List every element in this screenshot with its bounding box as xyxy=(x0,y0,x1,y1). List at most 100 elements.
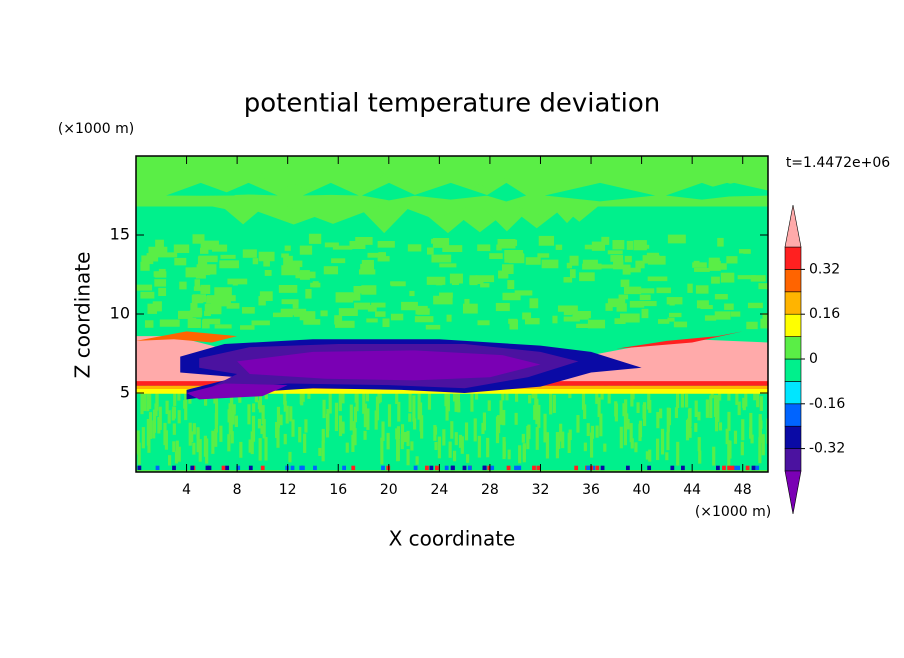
contour-region xyxy=(656,287,671,294)
contour-region xyxy=(188,422,192,446)
contour-region xyxy=(276,426,280,448)
contour-region xyxy=(302,182,359,196)
contour-region xyxy=(391,281,406,287)
contour-region xyxy=(656,438,660,461)
contour-region xyxy=(335,292,354,303)
contour-region xyxy=(738,249,751,254)
colorbar-arrow xyxy=(784,470,802,515)
contour-region xyxy=(536,465,541,471)
colorbar-box xyxy=(784,336,802,360)
x-tick-label: 32 xyxy=(532,482,550,498)
contour-region xyxy=(366,408,370,430)
contour-region xyxy=(141,427,145,449)
contour-region xyxy=(727,465,732,471)
contour-region xyxy=(240,325,255,330)
contour-region xyxy=(412,182,489,200)
colorbar-box xyxy=(784,313,802,337)
contour-region xyxy=(549,387,553,415)
contour-region xyxy=(354,302,371,310)
contour-region xyxy=(624,255,632,263)
contour-region xyxy=(320,310,328,317)
contour-region xyxy=(626,418,630,430)
contour-region xyxy=(171,409,175,421)
contour-region xyxy=(367,252,381,258)
contour-region xyxy=(616,331,743,349)
contour-region xyxy=(694,400,698,418)
contour-region xyxy=(258,438,262,461)
contour-region xyxy=(557,437,561,449)
contour-region xyxy=(481,175,533,232)
contour-region xyxy=(363,403,367,428)
colorbar-box xyxy=(784,358,802,382)
contour-region xyxy=(537,253,550,258)
contour-region xyxy=(272,312,293,318)
colorbar-box xyxy=(784,425,802,449)
contour-region xyxy=(172,465,176,471)
contour-region xyxy=(286,183,380,224)
contour-region xyxy=(258,251,275,262)
contour-region xyxy=(601,236,610,245)
contour-region xyxy=(136,331,238,343)
contour-region xyxy=(673,321,688,328)
contour-region xyxy=(390,313,404,321)
contour-region xyxy=(252,403,256,413)
contour-region xyxy=(507,280,515,290)
contour-region xyxy=(705,399,709,418)
contour-region xyxy=(352,421,356,443)
contour-region xyxy=(234,415,238,428)
contour-region xyxy=(626,240,634,250)
contour-region xyxy=(737,275,756,280)
contour-region xyxy=(429,465,434,471)
contour-region xyxy=(214,429,218,447)
contour-region xyxy=(466,454,470,463)
contour-region xyxy=(756,392,760,408)
contour-region xyxy=(668,312,682,318)
contour-region xyxy=(527,424,531,440)
contour-region xyxy=(457,402,461,413)
contour-region xyxy=(313,465,317,471)
x-tick-label: 4 xyxy=(182,482,191,498)
contour-region xyxy=(281,265,300,276)
contour-region xyxy=(716,465,720,471)
contour-region xyxy=(211,430,215,454)
contour-region xyxy=(462,465,467,471)
contour-region xyxy=(477,244,491,252)
contour-region xyxy=(583,404,587,419)
contour-region xyxy=(408,387,412,413)
contour-region xyxy=(219,182,278,196)
x-unit: (×1000 m) xyxy=(695,504,771,520)
contour-region xyxy=(489,253,503,259)
contour-region xyxy=(759,396,763,411)
contour-region xyxy=(726,256,738,264)
contour-region xyxy=(375,311,386,317)
contour-region xyxy=(495,302,510,312)
contour-region xyxy=(158,268,166,275)
contour-region xyxy=(184,393,188,421)
y-tick-label: 15 xyxy=(110,225,130,244)
contour-region xyxy=(574,465,579,471)
contour-region xyxy=(566,262,573,269)
contour-region xyxy=(477,435,481,458)
contour-region xyxy=(291,419,295,437)
contour-region xyxy=(486,182,527,202)
contour-region xyxy=(289,406,293,422)
contour-region xyxy=(747,302,763,309)
contour-region xyxy=(497,238,516,249)
contour-region xyxy=(433,295,453,305)
contour-region xyxy=(638,423,642,442)
contour-region xyxy=(308,233,322,244)
contour-region xyxy=(470,391,474,412)
contour-region xyxy=(321,440,325,462)
contour-region xyxy=(446,314,452,322)
contour-region xyxy=(687,409,692,428)
contour-region xyxy=(367,305,377,312)
contour-region xyxy=(288,451,292,463)
contour-region xyxy=(648,449,652,462)
y-tick-label: 5 xyxy=(120,383,130,402)
contour-region xyxy=(623,411,628,432)
contour-region xyxy=(400,433,404,450)
contour-region xyxy=(751,465,756,471)
contour-region xyxy=(624,267,641,273)
contour-region xyxy=(366,318,378,323)
